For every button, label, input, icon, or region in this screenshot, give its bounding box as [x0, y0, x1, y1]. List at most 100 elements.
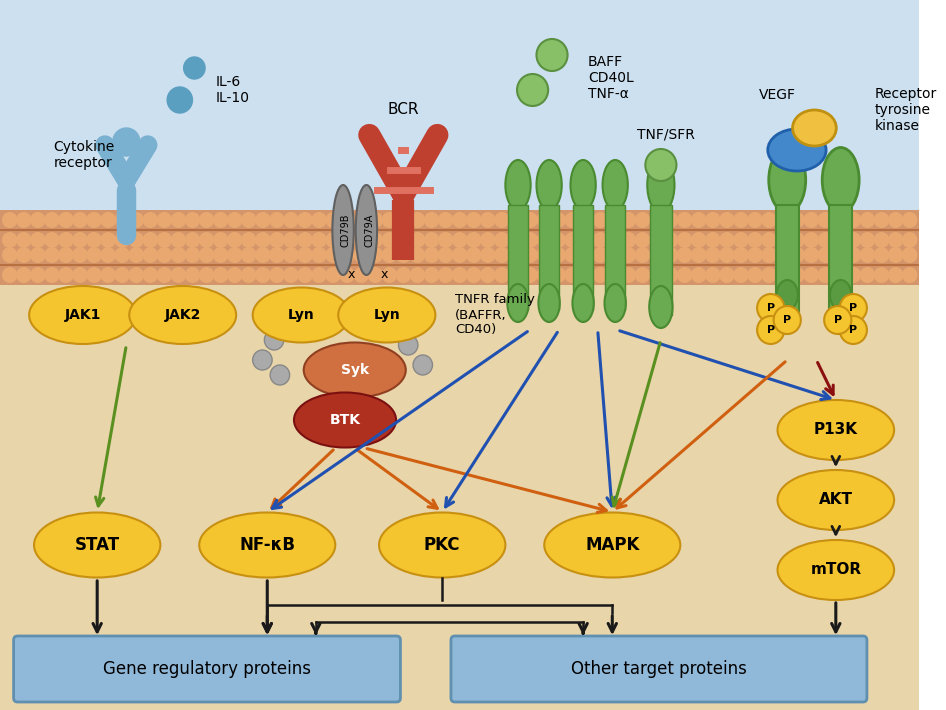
Circle shape — [846, 247, 861, 263]
Circle shape — [733, 247, 748, 263]
Circle shape — [199, 212, 215, 228]
Circle shape — [100, 232, 116, 248]
Circle shape — [157, 247, 172, 263]
Circle shape — [199, 267, 215, 283]
Circle shape — [536, 212, 552, 228]
Ellipse shape — [778, 400, 894, 460]
Circle shape — [846, 212, 861, 228]
Circle shape — [466, 247, 482, 263]
Circle shape — [395, 232, 412, 248]
Circle shape — [129, 212, 144, 228]
Circle shape — [311, 212, 327, 228]
Bar — [829, 205, 852, 320]
Ellipse shape — [830, 280, 851, 310]
Circle shape — [167, 87, 192, 113]
Circle shape — [86, 212, 102, 228]
Circle shape — [269, 247, 285, 263]
Circle shape — [747, 247, 762, 263]
Circle shape — [817, 267, 833, 283]
Circle shape — [508, 247, 524, 263]
Circle shape — [297, 247, 313, 263]
Circle shape — [368, 247, 383, 263]
Circle shape — [72, 212, 88, 228]
Ellipse shape — [544, 513, 680, 577]
Circle shape — [297, 267, 313, 283]
Circle shape — [747, 232, 762, 248]
Circle shape — [466, 212, 482, 228]
Circle shape — [157, 212, 172, 228]
Circle shape — [776, 232, 791, 248]
Circle shape — [888, 247, 903, 263]
Circle shape — [522, 267, 537, 283]
Ellipse shape — [356, 185, 377, 275]
Text: Cytokine
receptor: Cytokine receptor — [54, 140, 114, 170]
Circle shape — [565, 247, 580, 263]
Circle shape — [213, 267, 228, 283]
Circle shape — [368, 267, 383, 283]
Bar — [573, 205, 593, 310]
Circle shape — [536, 267, 552, 283]
Circle shape — [129, 247, 144, 263]
Circle shape — [762, 232, 777, 248]
Circle shape — [606, 212, 622, 228]
Circle shape — [410, 267, 426, 283]
Text: Syk: Syk — [341, 363, 369, 377]
Circle shape — [733, 232, 748, 248]
Circle shape — [719, 212, 735, 228]
Circle shape — [283, 232, 299, 248]
Text: TNFR family
(BAFFR,
CD40): TNFR family (BAFFR, CD40) — [455, 293, 534, 337]
Circle shape — [565, 212, 580, 228]
Ellipse shape — [832, 306, 850, 334]
Circle shape — [241, 212, 256, 228]
Ellipse shape — [339, 288, 435, 342]
Circle shape — [860, 212, 875, 228]
Circle shape — [354, 232, 369, 248]
Circle shape — [803, 267, 819, 283]
Circle shape — [494, 212, 510, 228]
Circle shape — [170, 267, 186, 283]
Circle shape — [691, 212, 707, 228]
Circle shape — [902, 212, 918, 228]
Circle shape — [269, 212, 285, 228]
Circle shape — [170, 212, 186, 228]
Circle shape — [719, 267, 735, 283]
Circle shape — [283, 267, 299, 283]
Circle shape — [888, 267, 903, 283]
Circle shape — [719, 247, 735, 263]
Circle shape — [100, 247, 116, 263]
Circle shape — [368, 212, 383, 228]
Circle shape — [902, 247, 918, 263]
Text: BTK: BTK — [329, 413, 360, 427]
Circle shape — [888, 232, 903, 248]
Text: P: P — [850, 325, 857, 335]
Circle shape — [44, 232, 60, 248]
Circle shape — [874, 247, 889, 263]
Circle shape — [325, 232, 341, 248]
Circle shape — [100, 212, 116, 228]
Bar — [508, 205, 528, 310]
Circle shape — [902, 267, 918, 283]
Circle shape — [606, 232, 622, 248]
Circle shape — [649, 212, 664, 228]
Circle shape — [410, 232, 426, 248]
Circle shape — [536, 39, 568, 71]
Circle shape — [824, 306, 851, 334]
Text: P: P — [833, 315, 842, 325]
Circle shape — [311, 232, 327, 248]
Circle shape — [517, 74, 548, 106]
Circle shape — [368, 232, 383, 248]
Circle shape — [199, 232, 215, 248]
Circle shape — [494, 232, 510, 248]
Circle shape — [860, 232, 875, 248]
Circle shape — [157, 267, 172, 283]
Circle shape — [508, 232, 524, 248]
Circle shape — [874, 267, 889, 283]
Circle shape — [311, 267, 327, 283]
Circle shape — [381, 247, 397, 263]
Text: x: x — [348, 268, 356, 281]
Circle shape — [691, 247, 707, 263]
Circle shape — [184, 267, 201, 283]
Circle shape — [733, 212, 748, 228]
Circle shape — [902, 232, 918, 248]
Circle shape — [325, 247, 341, 263]
